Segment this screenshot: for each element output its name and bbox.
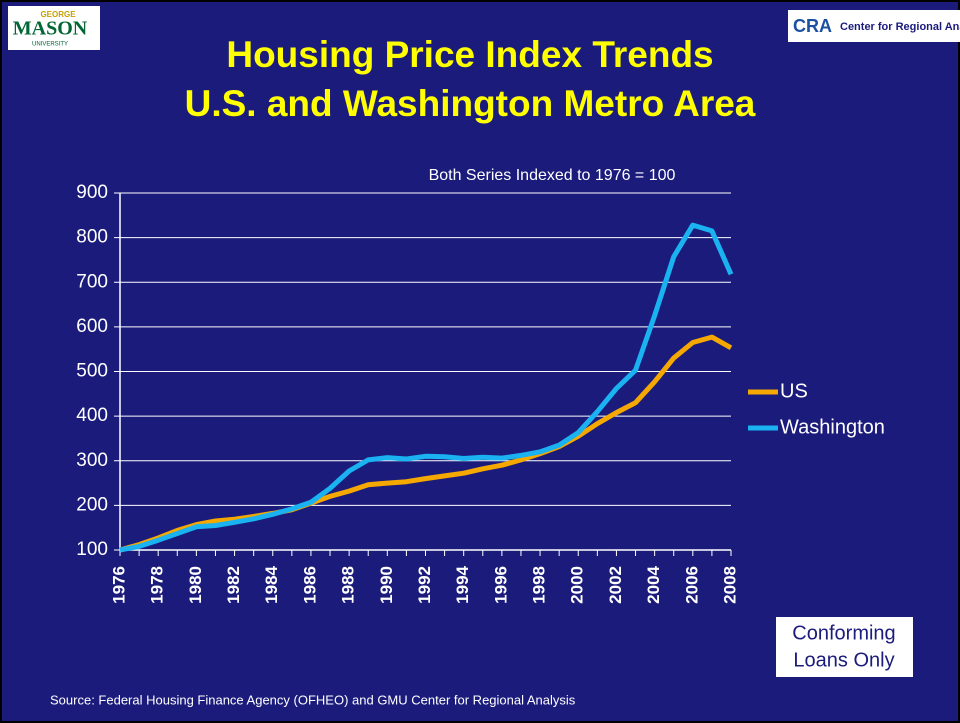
- x-tick-label: 1976: [109, 566, 128, 604]
- y-tick-label: 100: [76, 539, 108, 560]
- logo-text: Center for Regional Analysis: [840, 21, 960, 33]
- series-line: [119, 222, 734, 553]
- note: Conforming: [792, 622, 895, 644]
- source: Source: Federal Housing Finance Agency (…: [50, 692, 576, 707]
- legend-label: Washington: [780, 416, 885, 438]
- y-tick-label: 900: [76, 182, 108, 203]
- x-tick-label: 2002: [606, 566, 625, 604]
- y-tick-label: 300: [76, 450, 108, 471]
- logo-text: CRA: [793, 16, 832, 36]
- y-tick-label: 800: [76, 227, 108, 248]
- x-tick-label: 1994: [453, 565, 472, 603]
- x-tick-label: 1982: [224, 566, 243, 604]
- chart-title: U.S. and Washington Metro Area: [185, 83, 756, 124]
- logo-text: GEORGE: [40, 10, 76, 19]
- series-line: [119, 334, 733, 553]
- annotation: Both Series Indexed to 1976 = 100: [429, 167, 676, 184]
- x-tick-label: 2004: [644, 565, 663, 603]
- x-tick-label: 2006: [682, 566, 701, 604]
- x-tick-label: 1984: [262, 565, 281, 603]
- logo-text: MASON: [13, 18, 88, 40]
- x-tick-label: 1978: [148, 566, 167, 604]
- y-tick-label: 700: [76, 271, 108, 292]
- x-tick-label: 1998: [530, 566, 549, 604]
- note: Loans Only: [793, 649, 894, 671]
- x-tick-label: 1992: [415, 566, 434, 604]
- y-tick-label: 200: [76, 494, 108, 515]
- x-tick-label: 1988: [339, 566, 358, 604]
- note-box: [776, 617, 913, 677]
- x-tick-label: 2008: [720, 566, 739, 604]
- logo-text: UNIVERSITY: [32, 42, 68, 48]
- x-tick-label: 1990: [377, 566, 396, 604]
- x-tick-label: 1996: [491, 566, 510, 604]
- gmu-logo: [8, 6, 100, 50]
- x-tick-label: 1980: [186, 566, 205, 604]
- y-tick-label: 500: [76, 361, 108, 382]
- legend-label: US: [780, 380, 808, 402]
- cra-logo: [788, 10, 960, 42]
- x-tick-label: 1986: [300, 566, 319, 604]
- x-tick-label: 2000: [568, 566, 587, 604]
- chart-title: Housing Price Index Trends: [226, 34, 713, 75]
- y-tick-label: 400: [76, 405, 108, 426]
- y-tick-label: 600: [76, 316, 108, 337]
